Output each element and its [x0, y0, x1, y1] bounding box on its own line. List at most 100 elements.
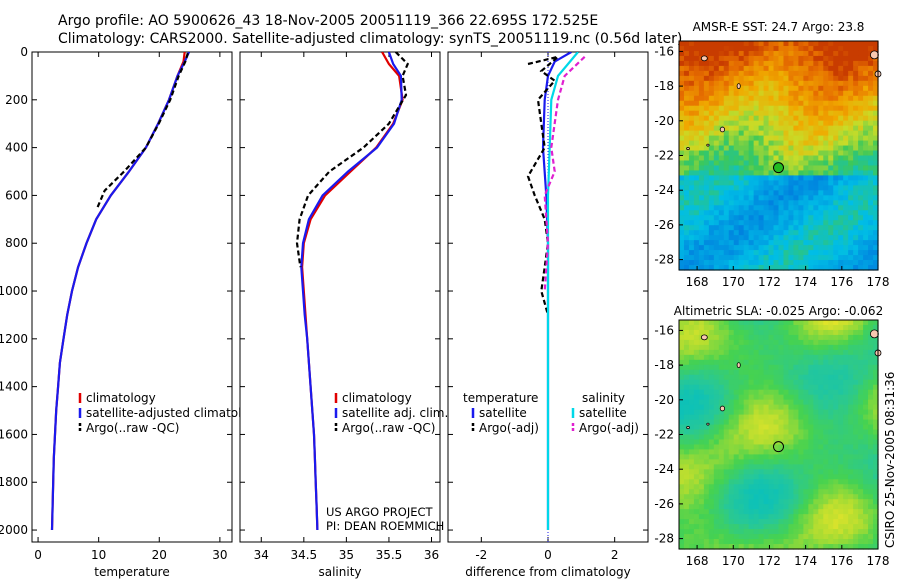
heatmap-cell	[753, 130, 760, 137]
heatmap-cell	[738, 404, 745, 411]
heatmap-cell	[763, 155, 770, 162]
heatmap-cell	[703, 524, 710, 530]
heatmap-cell	[838, 334, 844, 341]
heatmap-cell	[763, 75, 770, 82]
heatmap-cell	[863, 519, 869, 525]
heatmap-cell	[738, 524, 745, 530]
heatmap-cell	[858, 225, 864, 231]
heatmap-cell	[763, 100, 770, 107]
heatmap-cell	[868, 175, 874, 181]
heatmap-cell	[803, 484, 809, 490]
heatmap-cell	[723, 160, 730, 167]
heatmap-cell	[798, 150, 804, 157]
heatmap-cell	[728, 379, 735, 386]
heatmap-cell	[853, 240, 859, 246]
heatmap-cell	[753, 65, 760, 72]
heatmap-cell	[853, 469, 859, 475]
heatmap-cell	[683, 195, 690, 201]
heatmap-cell	[863, 539, 869, 545]
heatmap-cell	[788, 499, 795, 505]
heatmap-cell	[863, 459, 869, 465]
heatmap-cell	[788, 70, 795, 77]
heatmap-cell	[753, 399, 760, 406]
series-line-2	[295, 52, 410, 268]
heatmap-cell	[813, 215, 819, 221]
heatmap-cell	[753, 95, 760, 102]
heatmap-cell	[863, 80, 869, 87]
heatmap-cell	[788, 185, 795, 191]
heatmap-cell	[833, 349, 839, 356]
heatmap-cell	[798, 479, 804, 485]
heatmap-cell	[793, 544, 799, 550]
heatmap-cell	[723, 489, 730, 495]
heatmap-cell	[818, 100, 824, 107]
heatmap-cell	[703, 464, 710, 470]
heatmap-cell	[723, 334, 730, 341]
heatmap-cell	[868, 55, 874, 62]
heatmap-cell	[813, 265, 819, 271]
heatmap-cell	[868, 544, 874, 550]
heatmap-cell	[853, 489, 859, 495]
heatmap-cell	[698, 255, 705, 261]
heatmap-cell	[703, 45, 710, 52]
heatmap-cell	[803, 170, 809, 177]
heatmap-cell	[688, 354, 695, 361]
heatmap-cell	[793, 324, 799, 331]
heatmap-cell	[843, 41, 849, 47]
heatmap-cell	[743, 344, 750, 351]
heatmap-cell	[863, 329, 869, 336]
heatmap-cell	[683, 75, 690, 82]
heatmap-cell	[823, 175, 829, 181]
heatmap-cell	[703, 240, 710, 246]
heatmap-cell	[838, 220, 844, 226]
heatmap-cell	[688, 175, 695, 181]
heatmap-cell	[818, 369, 824, 376]
heatmap-cell	[863, 70, 869, 77]
heatmap-cell	[838, 339, 844, 346]
heatmap-cell	[748, 534, 755, 540]
heatmap-cell	[838, 120, 844, 127]
heatmap-cell	[853, 115, 859, 122]
heatmap-cell	[753, 255, 760, 261]
heatmap-cell	[803, 50, 809, 57]
heatmap-cell	[788, 399, 795, 406]
heatmap-cell	[713, 399, 720, 406]
heatmap-cell	[718, 320, 725, 326]
heatmap-cell	[748, 494, 755, 500]
heatmap-cell	[783, 95, 790, 102]
heatmap-cell	[763, 210, 770, 216]
heatmap-cell	[733, 175, 740, 181]
heatmap-cell	[808, 265, 814, 271]
heatmap-cell	[698, 245, 705, 251]
heatmap-cell	[693, 85, 700, 92]
heatmap-cell	[793, 524, 799, 530]
heatmap-cell	[793, 504, 799, 510]
heatmap-cell	[679, 105, 685, 112]
heatmap-cell	[773, 524, 780, 530]
heatmap-cell	[718, 185, 725, 191]
heatmap-cell	[838, 240, 844, 246]
heatmap-cell	[748, 464, 755, 470]
heatmap-cell	[698, 519, 705, 525]
heatmap-cell	[843, 185, 849, 191]
heatmap-cell	[823, 225, 829, 231]
heatmap-cell	[778, 474, 785, 480]
heatmap-cell	[828, 240, 834, 246]
y-tick-label: 2000	[0, 523, 28, 537]
heatmap-cell	[743, 200, 750, 206]
heatmap-cell	[763, 514, 770, 520]
heatmap-cell	[833, 429, 839, 436]
heatmap-cell	[708, 379, 715, 386]
heatmap-cell	[873, 320, 879, 326]
heatmap-cell	[873, 539, 879, 545]
heatmap-cell	[813, 339, 819, 346]
heatmap-cell	[743, 50, 750, 57]
heatmap-cell	[718, 394, 725, 401]
heatmap-cell	[763, 135, 770, 142]
heatmap-cell	[793, 155, 799, 162]
heatmap-cell	[868, 110, 874, 117]
heatmap-cell	[679, 424, 685, 431]
heatmap-cell	[873, 245, 879, 251]
heatmap-cell	[683, 364, 690, 371]
heatmap-cell	[813, 484, 819, 490]
